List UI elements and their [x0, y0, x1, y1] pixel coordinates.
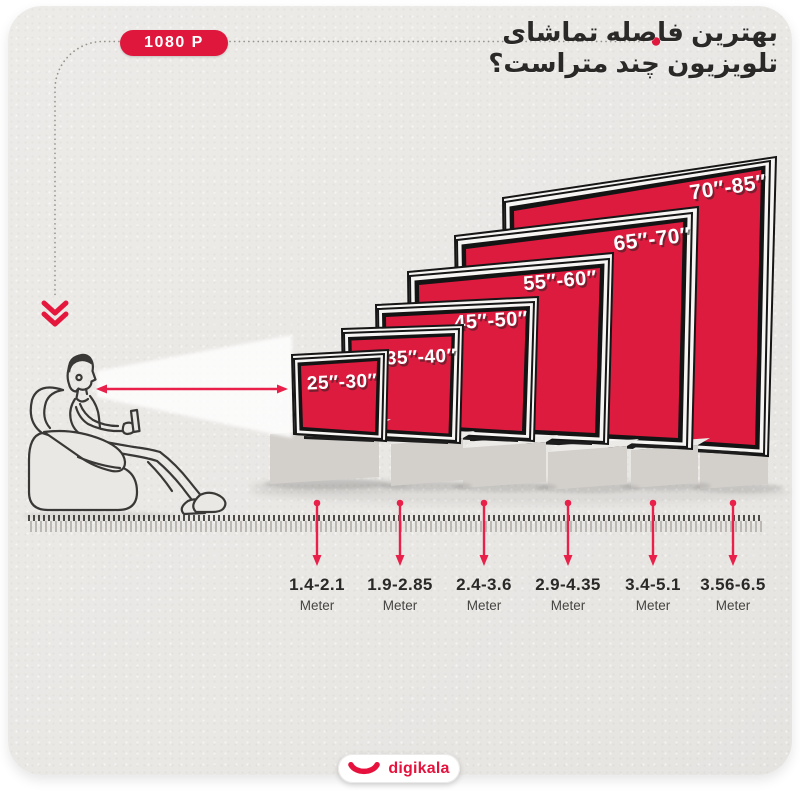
- tv-size-label: 35″-40″: [385, 345, 456, 369]
- page-title: بهترین فاصله تماشای تلویزیون چند متراست؟: [488, 17, 778, 79]
- distance-value: 2.9-4.35: [535, 575, 601, 594]
- distance-label: 3.56-6.5 Meter: [678, 575, 788, 613]
- distance-arrow-icon: [728, 499, 738, 566]
- tv-pedestal: [382, 431, 475, 491]
- distance-unit: Meter: [299, 598, 335, 613]
- distance-label: 1.4-2.1 Meter: [262, 575, 372, 613]
- resolution-badge-label: 1080 P: [144, 34, 204, 51]
- digikala-wordmark: digikala: [388, 759, 450, 777]
- distance-unit: Meter: [382, 598, 418, 613]
- distance-arrow-icon: [563, 499, 573, 566]
- distance-marker-arrows: [312, 499, 738, 566]
- distance-ruler: [28, 515, 762, 533]
- tv-size-label: 25″-30″: [306, 370, 377, 394]
- viewer-person-illustration: [27, 353, 227, 516]
- distance-label: 2.9-4.35 Meter: [513, 575, 623, 613]
- tv-pedestal: [536, 439, 640, 493]
- distance-label: 3.4-5.1 Meter: [598, 575, 708, 613]
- distance-value: 1.9-2.85: [367, 575, 433, 594]
- digikala-logo: digikala: [338, 754, 460, 783]
- connector-dotted-line: [54, 37, 661, 300]
- tv-pedestal: [453, 435, 558, 492]
- distance-arrow-icon: [648, 499, 658, 566]
- down-chevrons-icon: [41, 300, 69, 327]
- viewing-cone: [97, 335, 292, 438]
- distance-unit: Meter: [550, 598, 586, 613]
- distance-value: 3.4-5.1: [625, 575, 681, 594]
- page-title-line1: بهترین فاصله تماشای: [502, 17, 778, 47]
- distance-label: 1.9-2.85 Meter: [345, 575, 455, 613]
- viewing-distance-arrow: [96, 384, 288, 394]
- distance-value: 2.4-3.6: [456, 575, 512, 594]
- distance-arrow-icon: [312, 499, 322, 566]
- digikala-smile-icon: [348, 762, 381, 775]
- distance-value: 1.4-2.1: [289, 575, 345, 594]
- distance-unit: Meter: [715, 598, 751, 613]
- distance-arrow-icon: [395, 499, 405, 566]
- distance-value: 3.56-6.5: [700, 575, 766, 594]
- distance-unit: Meter: [466, 598, 502, 613]
- distance-unit: Meter: [635, 598, 671, 613]
- tv-25-30: 25″-30″: [290, 348, 390, 443]
- resolution-badge: 1080 P: [120, 30, 228, 56]
- page-title-line2: تلویزیون چند متراست؟: [488, 48, 778, 78]
- distance-arrow-icon: [479, 499, 489, 566]
- tv-size-label: 45″-50″: [454, 308, 529, 334]
- distance-label: 2.4-3.6 Meter: [429, 575, 539, 613]
